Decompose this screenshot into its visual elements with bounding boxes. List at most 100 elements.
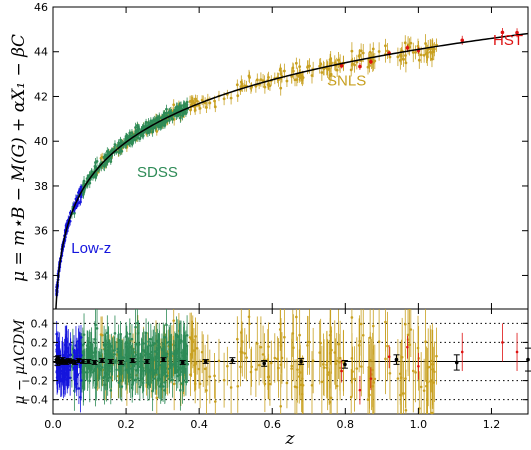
- top-panel: 34 36 38 40 42 44 46 Low-z SDSS SNLS HST: [34, 1, 529, 328]
- data-point: [139, 132, 143, 136]
- residual-point: [124, 353, 128, 357]
- data-point: [113, 143, 117, 146]
- residual-point: [373, 377, 377, 381]
- binned-point: [394, 357, 399, 362]
- data-point: [247, 74, 251, 78]
- residual-point: [93, 338, 97, 341]
- binned-point: [92, 360, 97, 365]
- data-point: [319, 62, 323, 66]
- residual-point: [182, 378, 185, 381]
- residual-point: [99, 368, 103, 372]
- residual-point: [108, 354, 112, 358]
- data-point: [310, 74, 314, 77]
- residual-point: [155, 346, 158, 350]
- residual-point: [126, 350, 130, 354]
- residual-point: [369, 377, 373, 380]
- residual-point: [213, 400, 217, 403]
- binned-point: [81, 359, 85, 364]
- data-point: [263, 85, 267, 89]
- residual-point: [386, 344, 389, 348]
- residual-point: [426, 365, 430, 369]
- data-point: [178, 113, 182, 116]
- residual-point: [134, 325, 137, 329]
- residual-point: [95, 327, 99, 330]
- data-point: [359, 49, 363, 53]
- residual-point: [160, 348, 164, 352]
- data-point: [320, 71, 324, 74]
- residual-point: [136, 353, 139, 356]
- data-point: [229, 96, 233, 100]
- y-tick-label: 34: [34, 269, 48, 282]
- residual-point: [408, 343, 411, 347]
- data-point: [353, 63, 356, 67]
- residual-point: [69, 353, 73, 357]
- residual-point: [229, 386, 233, 389]
- data-point: [308, 64, 311, 68]
- residual-point: [245, 356, 248, 359]
- residual-point: [320, 380, 324, 384]
- residual-point: [112, 349, 116, 352]
- binned-point: [130, 358, 135, 363]
- binned-point: [161, 357, 166, 362]
- residual-point: [217, 359, 221, 363]
- residual-point: [310, 383, 314, 387]
- residual-point: [403, 322, 407, 326]
- data-point: [254, 84, 258, 88]
- residual-point: [142, 369, 146, 372]
- residual-point: [295, 385, 299, 389]
- data-point: [368, 50, 372, 54]
- data-point: [79, 185, 83, 189]
- residual-point: [88, 379, 92, 383]
- residual-point: [222, 378, 226, 382]
- data-point: [195, 99, 199, 103]
- residual-point: [298, 333, 301, 337]
- residual-point: [153, 371, 157, 374]
- residual-point: [319, 341, 322, 345]
- residual-point: [340, 369, 343, 373]
- data-point: [515, 30, 519, 35]
- data-point: [167, 119, 171, 122]
- data-point: [239, 80, 243, 84]
- residual-point: [91, 351, 95, 354]
- residual-point: [226, 364, 229, 368]
- data-point: [156, 117, 160, 121]
- residual-point: [73, 389, 76, 393]
- data-point: [361, 51, 365, 55]
- y-tick-label: −0.4: [21, 394, 48, 407]
- annotation-hst: HST: [493, 32, 523, 49]
- residual-point: [353, 377, 356, 381]
- residual-point: [417, 364, 420, 368]
- annotation-low-z: Low-z: [71, 240, 111, 257]
- residual-point: [279, 322, 282, 326]
- residual-point: [133, 362, 137, 366]
- data-point: [404, 54, 407, 57]
- residual-point: [177, 357, 180, 361]
- data-point: [88, 181, 92, 185]
- residual-point: [82, 375, 86, 378]
- residual-point: [424, 340, 427, 343]
- residual-point: [367, 366, 371, 369]
- data-point: [184, 103, 188, 107]
- residual-point: [279, 404, 283, 408]
- residual-point: [359, 322, 363, 326]
- residual-point: [175, 334, 178, 337]
- data-point: [110, 149, 113, 152]
- residual-point: [431, 368, 435, 371]
- binned-point: [299, 359, 303, 364]
- y-tick-label: 0.0: [31, 356, 49, 369]
- residual-point: [208, 375, 212, 378]
- x-tick-label: 1.2: [483, 418, 501, 431]
- residual-point: [107, 368, 110, 371]
- data-point: [213, 99, 216, 103]
- residual-point: [168, 377, 171, 381]
- data-point: [424, 52, 428, 56]
- binned-point: [262, 361, 266, 366]
- residual-point: [322, 366, 326, 369]
- residual-point: [325, 360, 329, 363]
- residual-point: [460, 350, 464, 354]
- data-point: [431, 47, 435, 51]
- residual-point: [145, 352, 148, 356]
- binned-point: [526, 357, 530, 362]
- residual-point: [86, 349, 90, 352]
- bottom-y-axis-label: μ − μΛCDM: [12, 319, 28, 405]
